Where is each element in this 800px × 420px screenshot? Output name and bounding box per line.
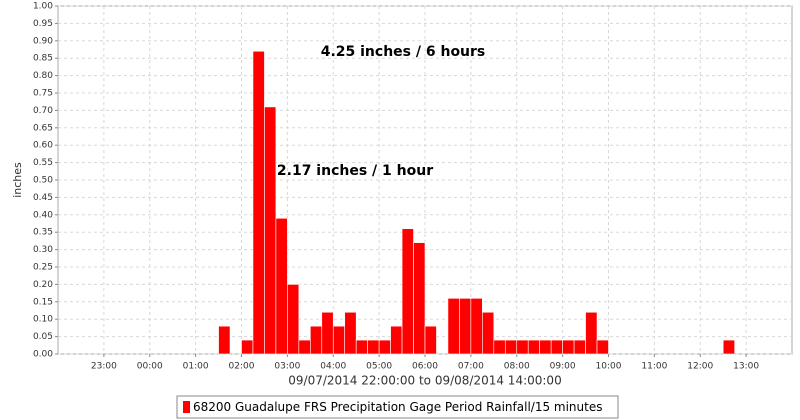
- y-tick-label: 0.55: [33, 158, 53, 168]
- y-tick-label: 0.80: [33, 71, 53, 81]
- y-tick-label: 0.50: [33, 176, 53, 186]
- bar: [252, 50, 265, 355]
- y-tick-label: 0.75: [33, 89, 53, 99]
- y-tick-label: 0.10: [33, 315, 53, 325]
- bar: [585, 311, 598, 355]
- bar: [424, 325, 437, 355]
- y-tick-label: 0.85: [33, 54, 53, 64]
- x-tick-label: 09:00: [550, 362, 576, 372]
- bar: [332, 325, 346, 355]
- y-axis-label: inches: [11, 162, 24, 198]
- x-axis-label: 09/07/2014 22:00:00 to 09/08/2014 14:00:…: [288, 374, 561, 388]
- bar: [516, 339, 529, 355]
- bar: [378, 339, 391, 355]
- x-tick-label: 11:00: [641, 362, 667, 372]
- x-tick-label: 04:00: [320, 362, 346, 372]
- y-tick-label: 0.25: [33, 263, 53, 273]
- y-tick-label: 0.90: [33, 36, 53, 46]
- legend-swatch: [183, 401, 190, 413]
- y-tick-label: 0.65: [33, 123, 53, 133]
- bar: [470, 298, 483, 355]
- y-tick-label: 1.00: [33, 2, 53, 12]
- bar: [344, 311, 357, 355]
- bar: [275, 217, 288, 355]
- x-tick-label: 23:00: [91, 362, 117, 372]
- bar: [390, 325, 403, 355]
- bar: [241, 339, 254, 355]
- y-tick-label: 0.15: [33, 297, 53, 307]
- bar: [298, 339, 311, 355]
- bar: [539, 339, 552, 355]
- legend: [176, 395, 619, 419]
- x-tick-label: 10:00: [596, 362, 622, 372]
- bar: [287, 284, 300, 355]
- x-tick-label: 13:00: [733, 362, 759, 372]
- bar: [413, 242, 426, 355]
- bar: [321, 311, 334, 355]
- y-tick-label: 0.95: [33, 19, 53, 29]
- bar: [447, 298, 460, 355]
- x-tick-label: 06:00: [412, 362, 438, 372]
- bar: [459, 298, 472, 355]
- bar: [493, 339, 506, 355]
- y-tick-label: 0.70: [33, 106, 53, 116]
- bar: [367, 339, 380, 355]
- y-tick-label: 0.60: [33, 141, 53, 151]
- bar: [401, 228, 414, 355]
- bar: [355, 339, 368, 355]
- y-tick-label: 0.00: [33, 350, 53, 360]
- x-tick-label: 12:00: [687, 362, 713, 372]
- y-tick-label: 0.35: [33, 228, 53, 238]
- x-tick-label: 03:00: [274, 362, 300, 372]
- bar: [218, 325, 231, 355]
- x-tick-label: 08:00: [504, 362, 530, 372]
- x-tick-label: 07:00: [458, 362, 484, 372]
- x-tick-label: 02:00: [229, 362, 255, 372]
- y-tick-label: 0.20: [33, 280, 53, 290]
- x-tick-label: 00:00: [137, 362, 163, 372]
- y-tick-label: 0.40: [33, 210, 53, 220]
- bar: [527, 339, 540, 355]
- annotation: 2.17 inches / 1 hour: [277, 163, 433, 179]
- bar: [550, 339, 563, 355]
- bar: [482, 311, 495, 355]
- x-tick-label: 05:00: [366, 362, 392, 372]
- bar: [722, 339, 735, 355]
- y-tick-label: 0.30: [33, 245, 53, 255]
- bar: [504, 339, 518, 355]
- bar: [562, 339, 575, 355]
- x-tick-label: 01:00: [183, 362, 209, 372]
- annotation: 4.25 inches / 6 hours: [321, 44, 486, 60]
- y-tick-label: 0.45: [33, 193, 53, 203]
- y-tick-label: 0.05: [33, 332, 53, 342]
- bar: [573, 339, 586, 355]
- bar: [596, 339, 609, 355]
- bar: [264, 106, 277, 355]
- bar: [310, 325, 323, 355]
- legend-label: 68200 Guadalupe FRS Precipitation Gage P…: [193, 400, 602, 414]
